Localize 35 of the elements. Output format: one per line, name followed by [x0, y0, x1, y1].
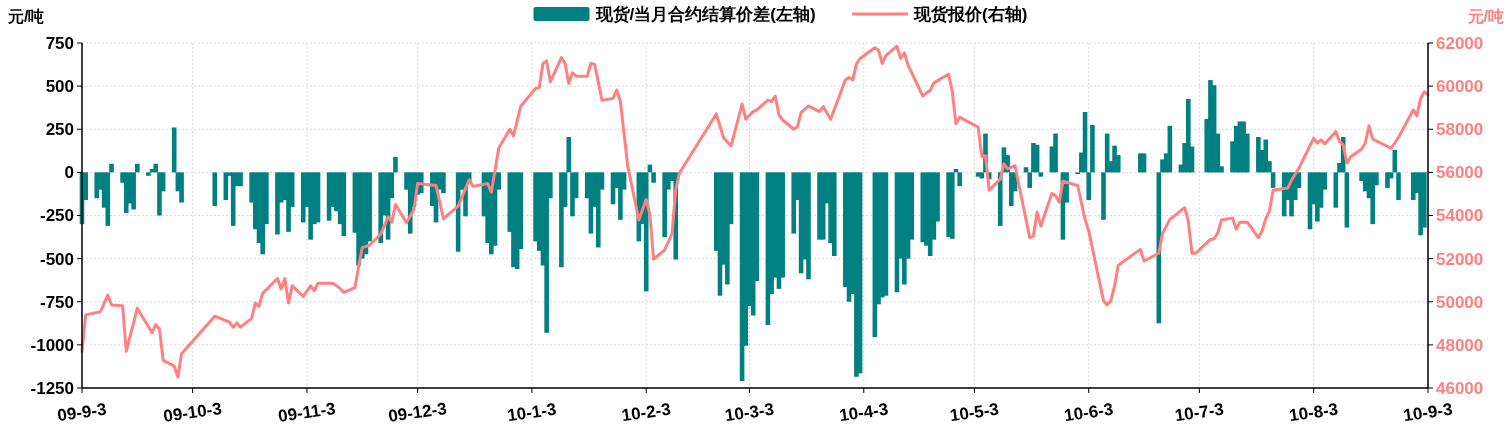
x-tick-label: 10-8-3 — [1287, 399, 1340, 426]
x-tick-label: 10-6-3 — [1063, 399, 1115, 426]
x-tick-label: 09-11-3 — [277, 399, 337, 426]
y-tick-label: -750 — [39, 292, 74, 312]
y-tick-label: -1000 — [30, 335, 74, 355]
y2-tick-label: 60000 — [1436, 77, 1484, 97]
y2-tick-label: 48000 — [1436, 335, 1484, 355]
x-tick-label: 10-1-3 — [506, 399, 558, 426]
y2-tick-label: 56000 — [1436, 163, 1484, 183]
y2-tick-label: 46000 — [1436, 378, 1484, 398]
y2-axis-title: 元/吨 — [1466, 8, 1504, 25]
x-tick-label: 10-2-3 — [620, 399, 672, 426]
x-tick-label: 10-4-3 — [838, 399, 890, 426]
x-tick-label: 09-12-3 — [387, 399, 448, 426]
x-tick-label: 10-7-3 — [1173, 399, 1225, 426]
y2-tick-label: 58000 — [1436, 120, 1484, 140]
y2-tick-label: 54000 — [1436, 206, 1484, 226]
y-tick-label: 0 — [64, 163, 74, 183]
legend-label: 现货报价(右轴) — [913, 5, 1028, 24]
x-tick-label: 09-9-3 — [56, 399, 108, 426]
x-tick-label: 10-5-3 — [948, 399, 1000, 426]
y-tick-label: 750 — [45, 33, 74, 53]
y2-tick-label: 62000 — [1436, 33, 1484, 53]
y-axis-title: 元/吨 — [7, 8, 45, 25]
y2-tick-label: 50000 — [1436, 292, 1484, 312]
y-tick-label: -500 — [39, 249, 74, 269]
y-tick-label: 250 — [45, 120, 74, 140]
y-tick-label: -250 — [39, 206, 74, 226]
x-tick-label: 10-3-3 — [723, 399, 776, 426]
x-tick-label: 09-10-3 — [162, 399, 223, 426]
y-tick-label: 500 — [45, 77, 74, 97]
legend-label: 现货/当月合约结算价差(左轴) — [594, 5, 816, 24]
y-tick-label: -1250 — [30, 378, 74, 398]
x-tick-label: 10-9-3 — [1402, 399, 1454, 426]
y2-tick-label: 52000 — [1436, 249, 1484, 269]
